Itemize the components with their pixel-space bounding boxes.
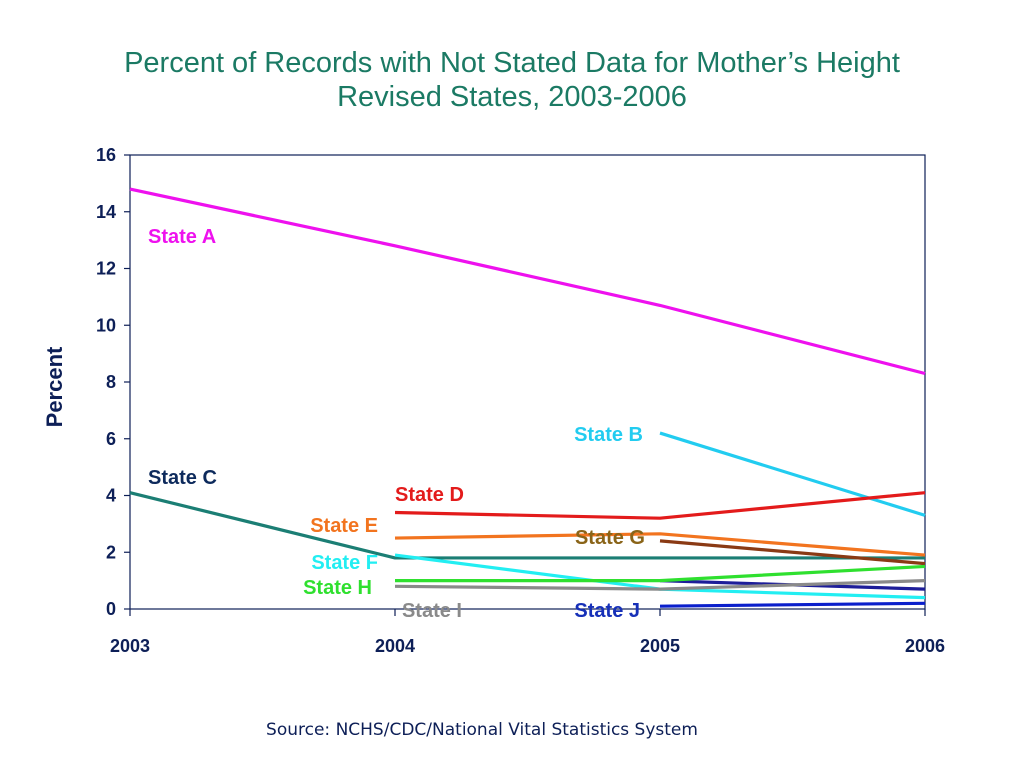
series-label-state-b: State B [574,424,643,446]
y-axis-label: Percent [42,346,67,427]
series-label-state-a: State A [148,226,216,248]
series-line-state-j [659,601,926,608]
chart-series-lines [129,187,926,608]
series-line-state-h [395,564,926,583]
series-line-state-c [129,491,925,560]
chart-title: Percent of Records with Not Stated Data … [0,46,1024,114]
chart-series-labels: State A State B State C State D State E State… [148,226,645,622]
plot-frame [129,154,926,610]
series-label-state-g: State G [575,527,645,549]
series-line-state-a [129,187,926,376]
y-tick-label: 8 [106,372,116,392]
x-tick-label: 2004 [375,636,415,656]
series-label-state-c: State C [148,467,217,489]
series-line-state-e [394,532,926,557]
series-label-state-j: State J [574,600,640,622]
series-line-state-f [394,553,926,600]
chart-title-line-2: Revised States, 2003-2006 [337,81,687,113]
series-label-state-f: State F [311,552,378,574]
series-label-state-i: State I [402,600,462,622]
chart-axes: 0 2 4 6 8 10 12 14 16 2003 2004 2005 2006 [96,145,945,656]
y-tick-label: 0 [106,599,116,619]
y-tick-label: 4 [106,486,116,506]
y-tick-label: 14 [96,202,116,222]
series-label-state-d: State D [395,484,464,506]
x-tick-label: 2003 [110,636,150,656]
series-line-state-i [394,579,926,591]
x-tick-label: 2006 [905,636,945,656]
y-tick-label: 2 [106,542,116,562]
series-line-state-d [394,491,926,520]
y-tick-label: 6 [106,429,116,449]
x-tick-label: 2005 [640,636,680,656]
source-note: Source: NCHS/CDC/National Vital Statisti… [266,720,698,740]
chart-title-line-1: Percent of Records with Not Stated Data … [124,47,900,79]
y-tick-label: 12 [96,259,116,279]
y-tick-label: 10 [96,315,116,335]
series-label-state-e: State E [310,515,378,537]
y-tick-label: 16 [96,145,116,165]
series-label-state-h: State H [303,577,372,599]
series-line-state-b [659,431,926,517]
series-line-state-g [659,539,926,566]
